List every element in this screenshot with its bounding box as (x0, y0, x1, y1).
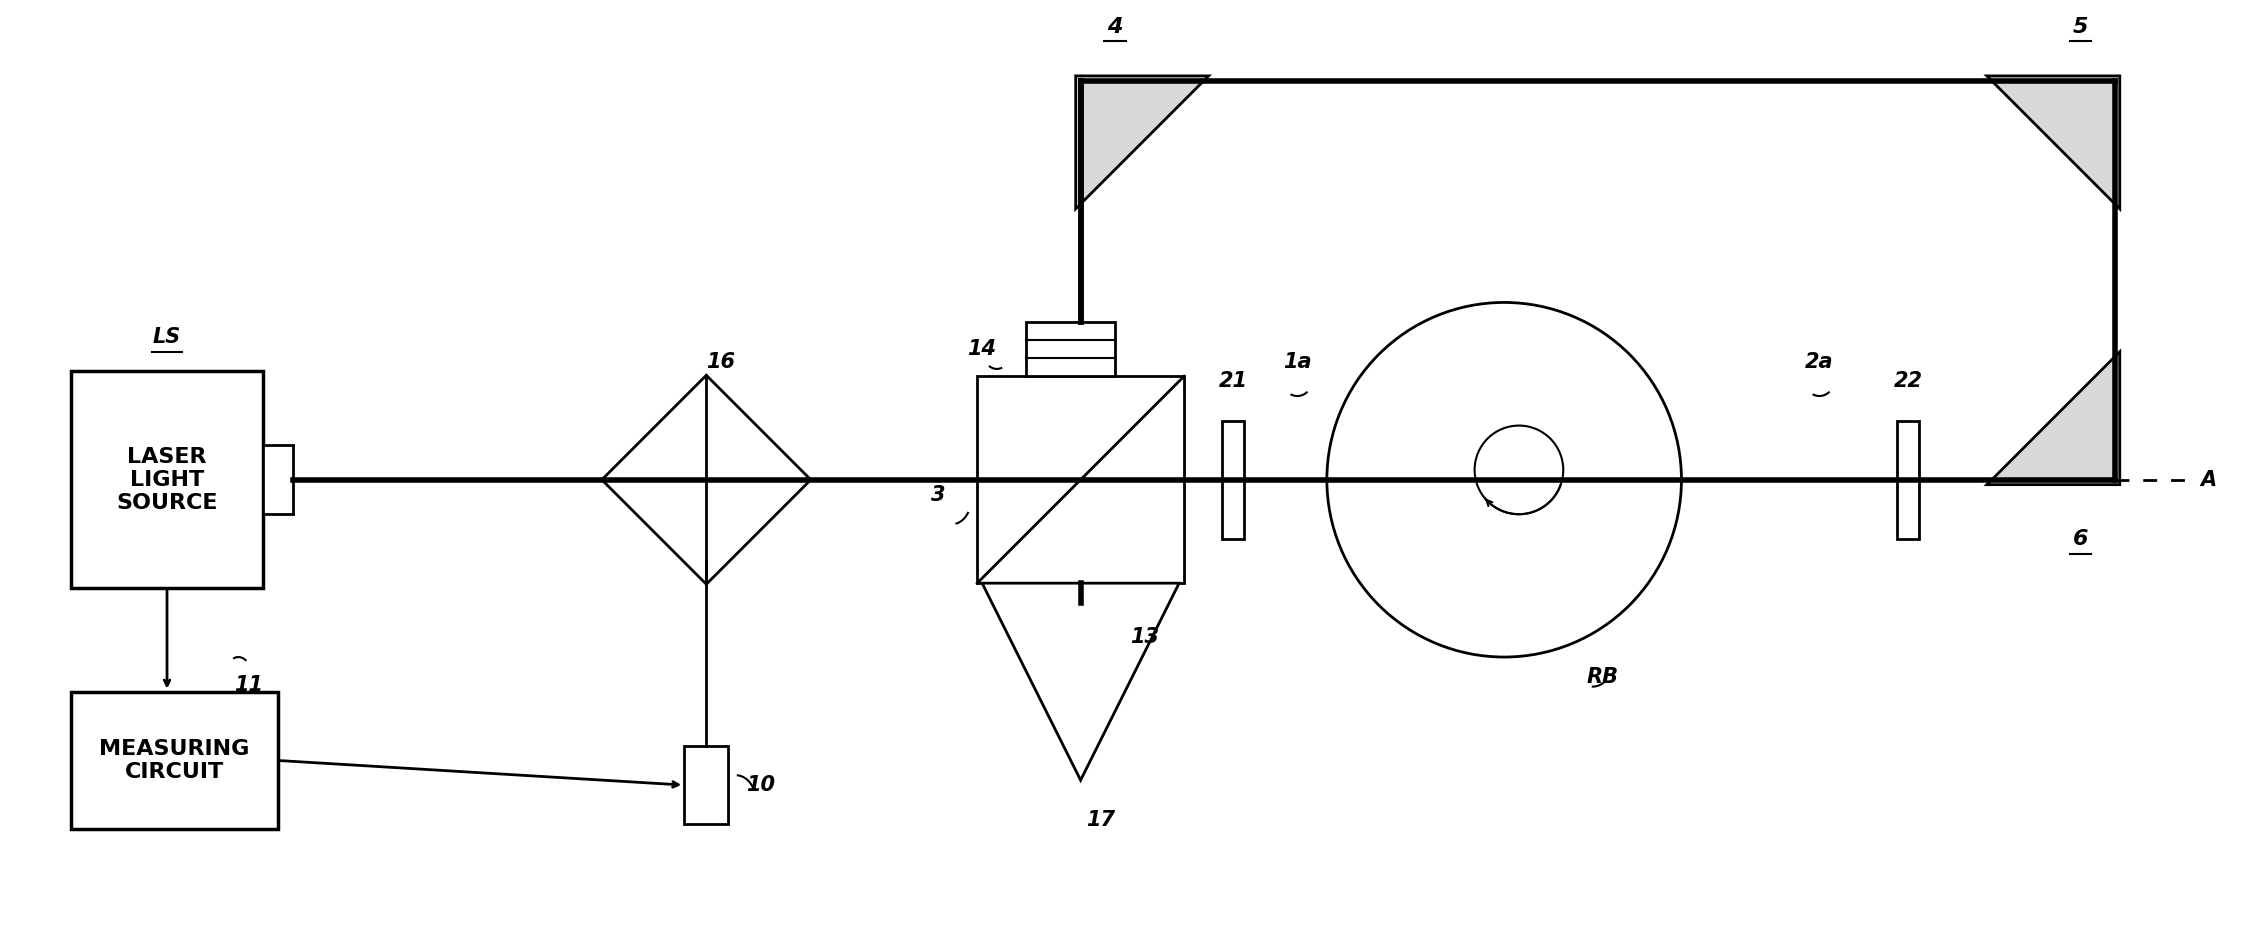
Bar (1026, 322, 1116, 376)
Text: LASER
LIGHT
SOURCE: LASER LIGHT SOURCE (117, 446, 217, 513)
Polygon shape (982, 583, 1179, 781)
Bar (977, 376, 1183, 583)
Text: 2a: 2a (1804, 352, 1833, 371)
Text: 17: 17 (1087, 809, 1114, 830)
Bar (72, 692, 278, 830)
Polygon shape (603, 375, 811, 584)
Bar (262, 445, 294, 514)
Polygon shape (1076, 76, 1208, 209)
Bar (1898, 420, 1918, 539)
Text: 5: 5 (2073, 17, 2089, 37)
Text: 21: 21 (1219, 371, 1248, 392)
Text: A: A (2201, 469, 2216, 490)
Bar (1221, 420, 1244, 539)
Bar (684, 745, 728, 824)
Bar (72, 371, 262, 588)
Polygon shape (1988, 352, 2120, 484)
Text: 6: 6 (2073, 529, 2089, 549)
Text: 16: 16 (706, 352, 735, 371)
Text: 1a: 1a (1284, 352, 1311, 371)
Text: 4: 4 (1107, 17, 1123, 37)
Text: 22: 22 (1894, 371, 1923, 392)
Polygon shape (1988, 76, 2120, 209)
Text: 3: 3 (930, 484, 946, 505)
Text: 14: 14 (968, 339, 997, 359)
Text: MEASURING
CIRCUIT: MEASURING CIRCUIT (99, 739, 249, 782)
Text: RB: RB (1587, 667, 1618, 687)
Text: 11: 11 (233, 675, 262, 694)
Text: 13: 13 (1129, 627, 1159, 647)
Text: 10: 10 (746, 775, 775, 795)
Text: LS: LS (152, 327, 182, 347)
